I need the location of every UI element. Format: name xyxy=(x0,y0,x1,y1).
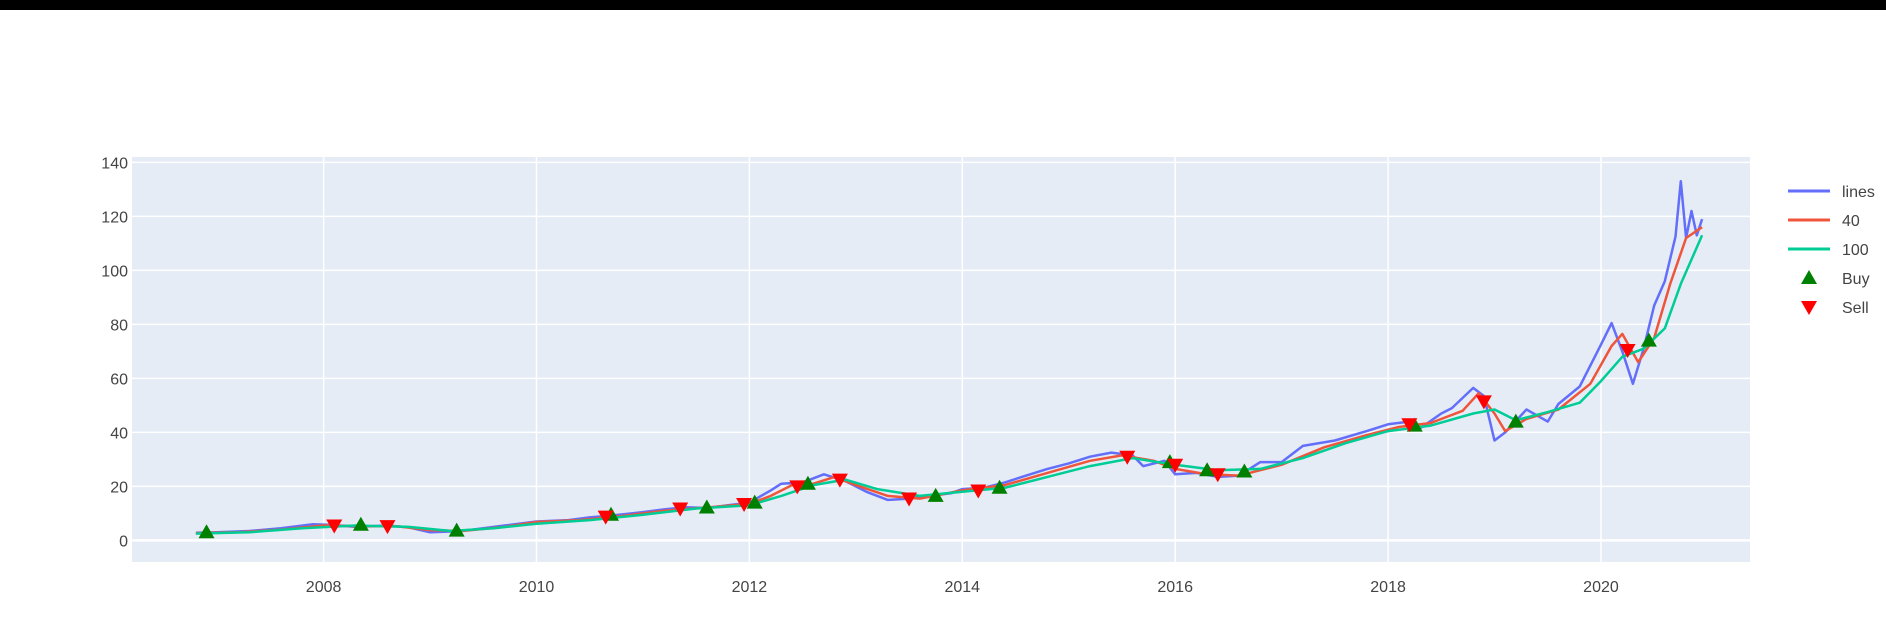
y-tick-label: 0 xyxy=(119,533,128,550)
x-tick-label: 2012 xyxy=(732,579,768,596)
y-axis-ticks: 0 20 40 60 80 100 120 140 xyxy=(101,155,128,550)
series-sell-marker xyxy=(789,480,806,495)
legend-item-lines[interactable]: lines xyxy=(1788,184,1875,201)
series-layer xyxy=(195,180,1704,539)
series-sell-marker xyxy=(831,473,848,488)
series-sell-marker xyxy=(1619,344,1636,359)
series-100-line xyxy=(195,234,1704,535)
series-buy-marker xyxy=(448,522,465,537)
legend-label: Buy xyxy=(1842,271,1870,288)
legend-label: 100 xyxy=(1842,242,1869,259)
series-sell-marker xyxy=(379,520,396,535)
y-tick-label: 100 xyxy=(101,263,128,280)
series-sell-marker xyxy=(1475,395,1492,410)
series-buy-marker xyxy=(799,475,816,490)
legend-swatch-marker xyxy=(1801,301,1817,315)
legend-item-sell[interactable]: Sell xyxy=(1801,300,1869,317)
series-buy-marker xyxy=(991,479,1008,494)
series-sell-marker xyxy=(1167,458,1184,473)
series-sell-marker xyxy=(970,484,987,499)
series-sell-marker xyxy=(1119,450,1136,465)
y-tick-label: 60 xyxy=(110,371,128,388)
x-tick-label: 2020 xyxy=(1583,579,1619,596)
series-buy-marker xyxy=(198,524,215,539)
x-tick-label: 2010 xyxy=(519,579,555,596)
legend-label: 40 xyxy=(1842,213,1860,230)
legend[interactable]: lines 40 100 Buy Sell xyxy=(1788,184,1875,317)
series-sell-marker xyxy=(1401,418,1418,433)
legend-swatch-marker xyxy=(1801,270,1817,284)
series-sell-marker xyxy=(901,492,918,507)
legend-item-100[interactable]: 100 xyxy=(1788,242,1869,259)
chart-stage: 2008 2010 2012 2014 2016 2018 2020 0 20 40 60 80 10… xyxy=(0,10,1886,636)
legend-label: Sell xyxy=(1842,300,1869,317)
series-sell-marker xyxy=(326,519,343,534)
series-sell-marker xyxy=(736,497,753,512)
x-tick-label: 2018 xyxy=(1370,579,1406,596)
y-tick-label: 20 xyxy=(110,479,128,496)
x-tick-label: 2008 xyxy=(306,579,342,596)
y-tick-label: 80 xyxy=(110,317,128,334)
x-axis-ticks: 2008 2010 2012 2014 2016 2018 2020 xyxy=(306,579,1619,596)
x-tick-label: 2016 xyxy=(1157,579,1193,596)
series-buy-marker xyxy=(1640,332,1657,347)
x-tick-label: 2014 xyxy=(944,579,980,596)
y-tick-label: 120 xyxy=(101,209,128,226)
series-sell-marker xyxy=(672,502,689,517)
y-tick-label: 140 xyxy=(101,155,128,172)
series-sell-marker xyxy=(597,510,614,525)
series-buy-marker xyxy=(1199,462,1216,477)
y-tick-label: 40 xyxy=(110,425,128,442)
series-buy-marker xyxy=(352,516,369,531)
series-buy-marker xyxy=(927,487,944,502)
price-chart: 2008 2010 2012 2014 2016 2018 2020 0 20 40 60 80 10… xyxy=(101,155,1875,596)
series-buy-marker xyxy=(1507,413,1524,428)
series-sell-marker xyxy=(1209,468,1226,483)
legend-item-buy[interactable]: Buy xyxy=(1801,270,1870,288)
series-buy-marker xyxy=(698,499,715,514)
series-buy-marker xyxy=(1236,463,1253,478)
series-buy-marker xyxy=(746,494,763,509)
gridlines xyxy=(132,157,1750,562)
legend-label: lines xyxy=(1842,184,1875,201)
legend-item-40[interactable]: 40 xyxy=(1788,213,1860,230)
